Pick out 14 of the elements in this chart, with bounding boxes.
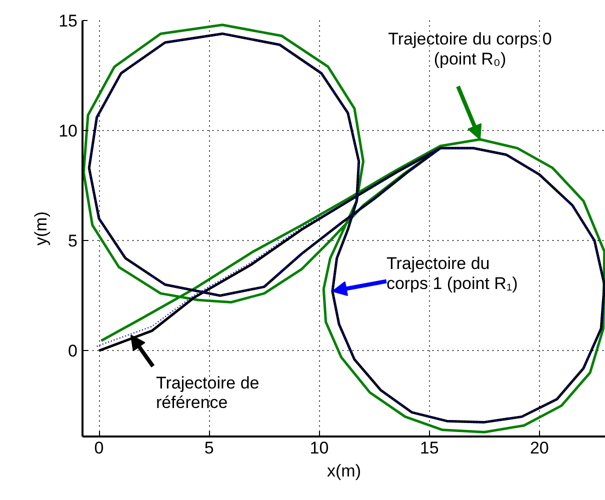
x-axis-title: x(m) [327, 462, 361, 480]
annotation: Trajectoire du corps 0 (point R₀) [388, 29, 552, 68]
y-tick-label: 0 [68, 342, 78, 361]
y-tick-label: 15 [58, 12, 78, 30]
x-tick-label: 20 [530, 438, 549, 458]
y-axis-title: y(m) [32, 212, 51, 246]
x-tick-label: 5 [204, 438, 214, 458]
annotation: Trajectoire de référence [156, 373, 260, 412]
x-tick-label: 10 [310, 438, 329, 458]
y-tick-label: 10 [58, 122, 78, 141]
x-tick-label: 0 [94, 438, 104, 458]
x-tick-label: 15 [420, 438, 439, 458]
annotation: Trajectoire du corps 1 (point R₁) [386, 254, 518, 294]
y-tick-label: 5 [68, 232, 78, 251]
